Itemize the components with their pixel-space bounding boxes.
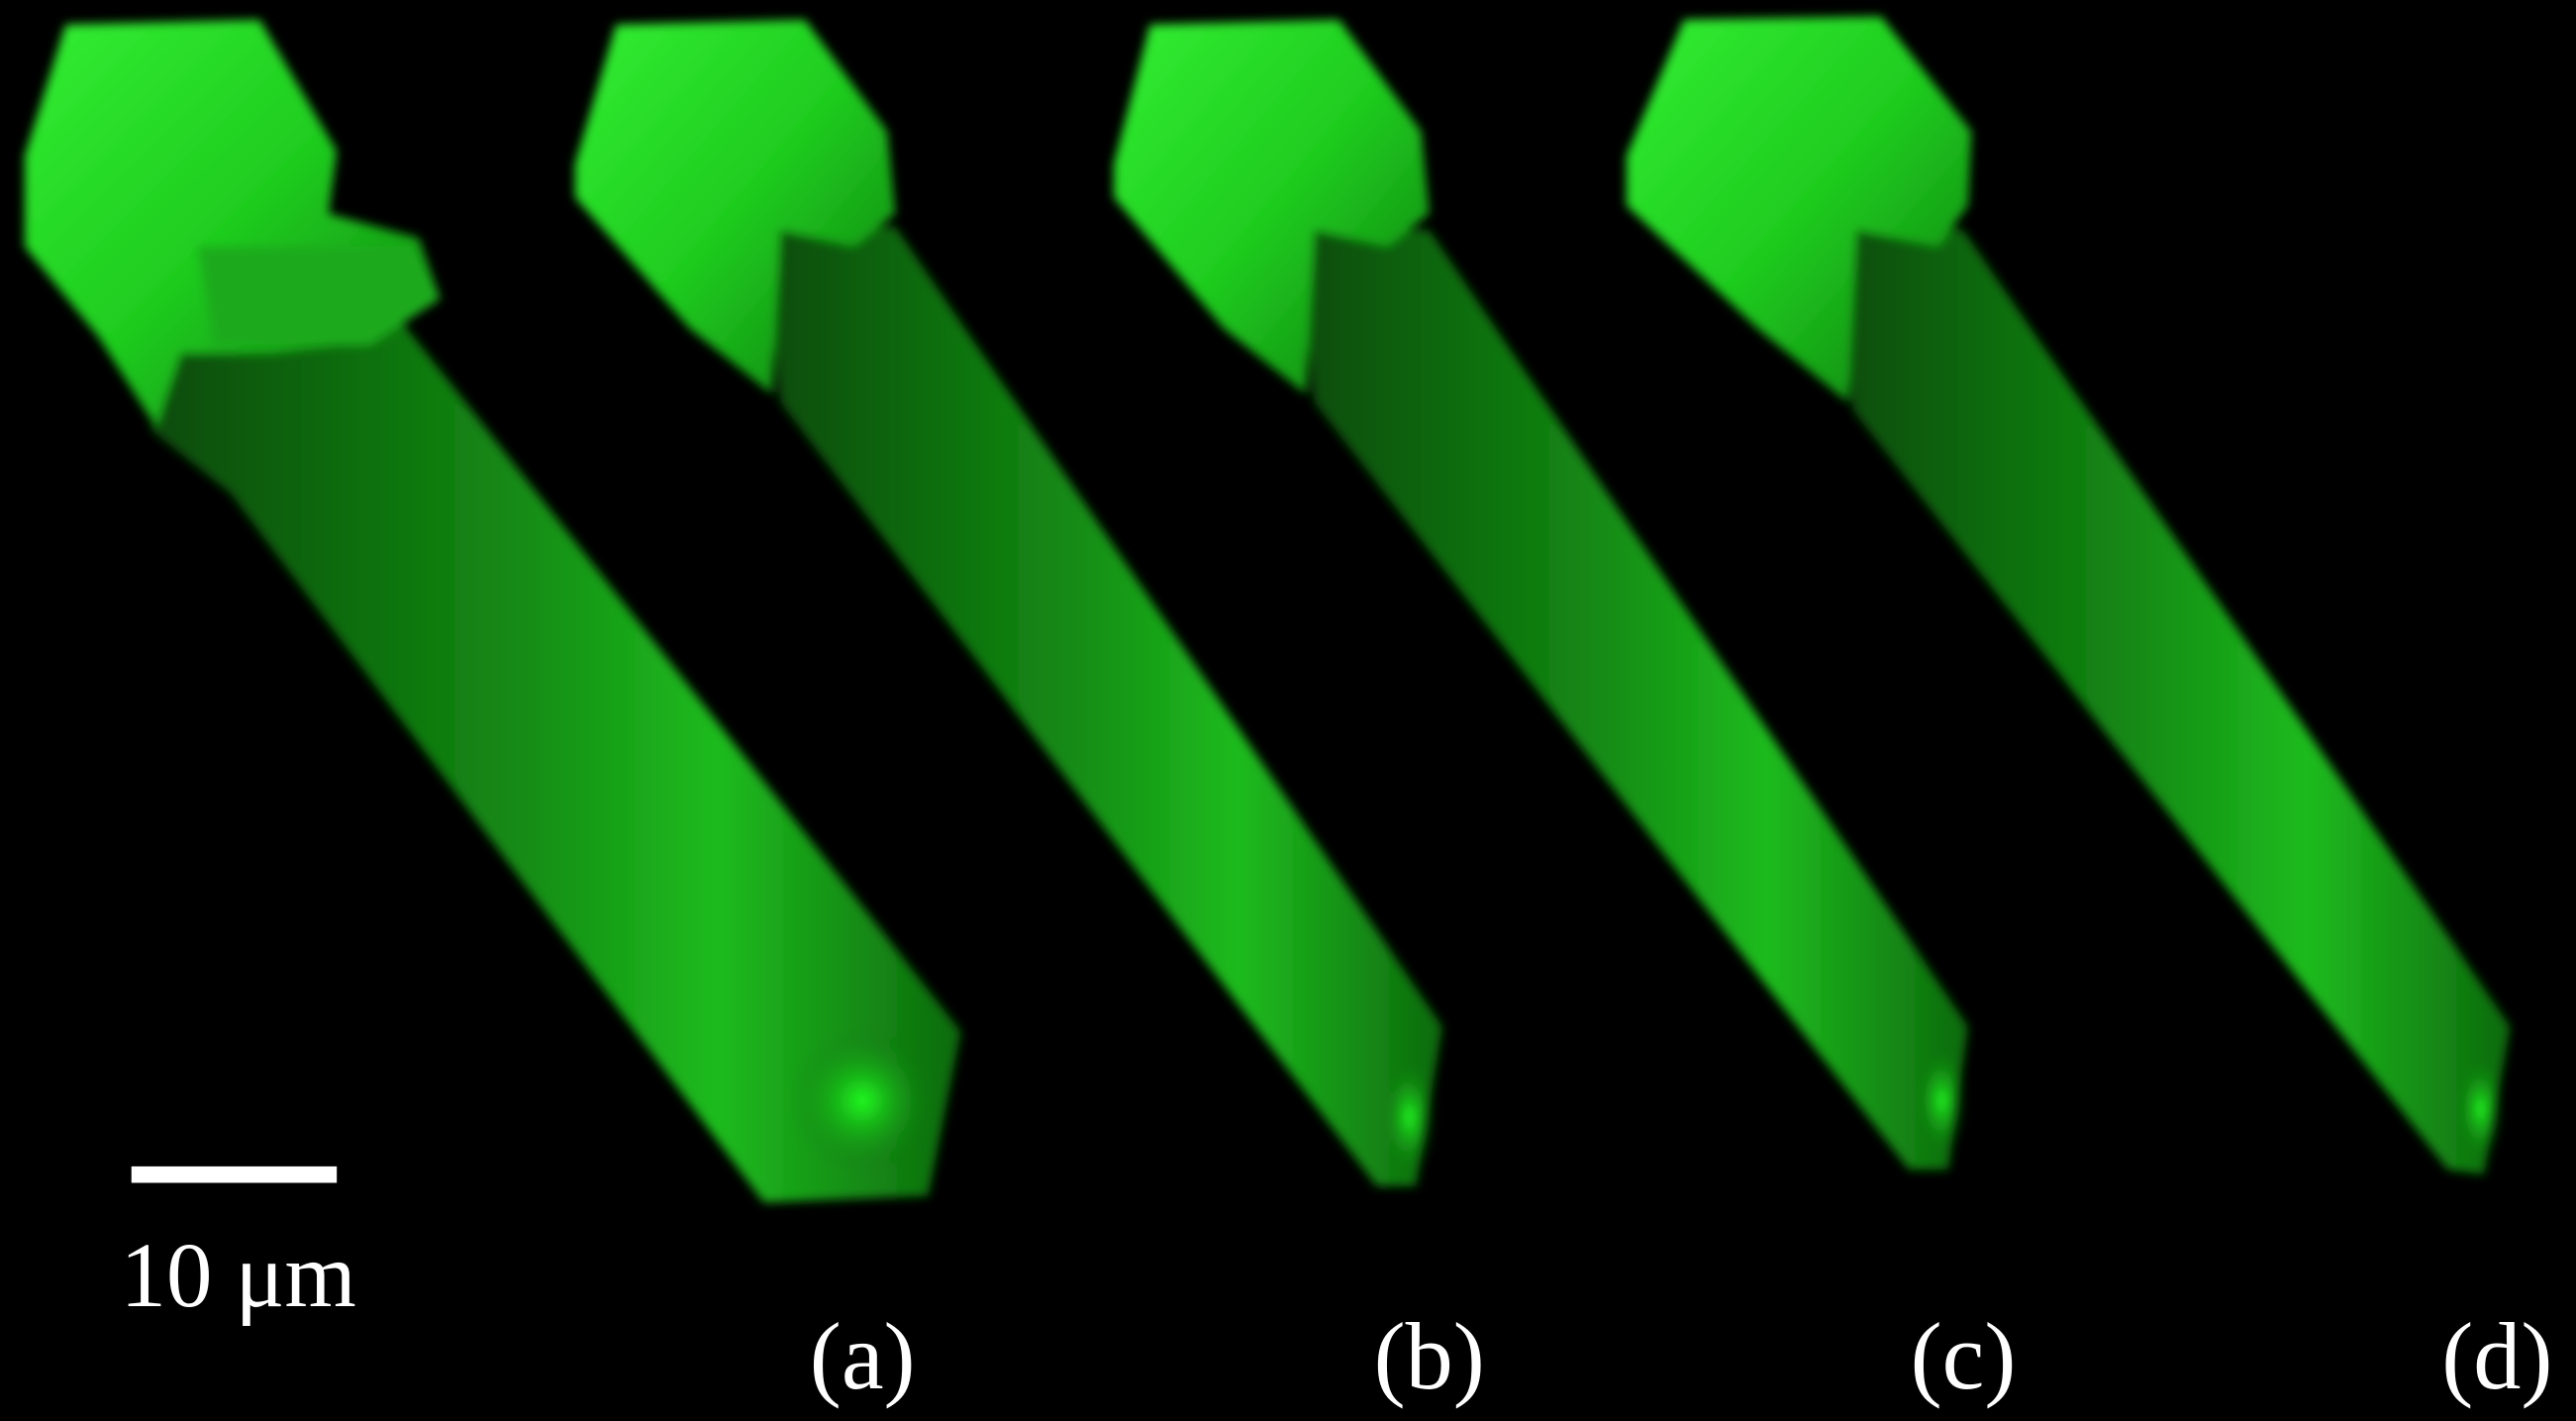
panel-label: (c) (1911, 1303, 2017, 1409)
page: 10 μm (a) (b) (c) (d) (() => { const dat… (0, 0, 2576, 1421)
micrograph: 10 μm (a) (b) (c) (d) (0, 0, 2576, 1421)
scale-bar-label: 10 μm (120, 1225, 355, 1327)
panel-label: (d) (2441, 1303, 2552, 1409)
panel-label: (a) (810, 1303, 916, 1409)
panel-label: (b) (1374, 1303, 1485, 1409)
